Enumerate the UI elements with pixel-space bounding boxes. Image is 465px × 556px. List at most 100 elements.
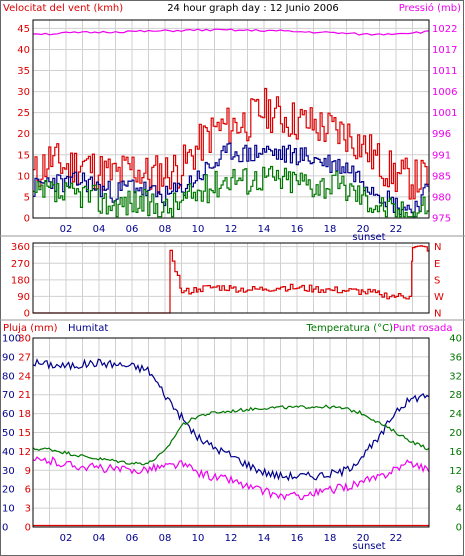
wind-speed-tick-label: 15 <box>17 150 30 161</box>
pressure-tick-labels: 975 980 985 991 996 1001 1006 1011 1017 1022 <box>432 24 457 225</box>
direction-degree-labels: 0 90 180 270 360 <box>11 242 30 319</box>
humidity-tick-label: 90 <box>2 352 15 363</box>
temperature-tick-labels: 0 4 8 12 16 20 24 28 32 36 40 <box>449 334 462 534</box>
pressure-tick-label: 980 <box>432 192 451 203</box>
wind-speed-axis-label: Velocitat del vent (kmh) <box>3 3 123 14</box>
humidity-tick-label: 40 <box>2 447 15 458</box>
temperature-tick-label: 4 <box>456 504 462 515</box>
hour-tick-label: 06 <box>126 533 139 544</box>
humidity-tick-label: 80 <box>2 371 15 382</box>
rain-tick-label: 6 <box>25 485 31 496</box>
hour-tick-label: 08 <box>159 224 172 235</box>
direction-series-line-0 <box>33 245 430 314</box>
hour-tick-label: 04 <box>93 533 106 544</box>
humidity-panel-series-line-2 <box>32 456 430 501</box>
wind-speed-tick-label: 40 <box>17 45 30 56</box>
humidity-tick-label: 0 <box>2 523 8 534</box>
humidity-plot-border <box>32 337 430 528</box>
direction-plot-border <box>32 242 430 314</box>
wind-plot-border <box>32 19 430 219</box>
wind-series-line-2 <box>33 165 430 218</box>
hour-tick-label: 14 <box>258 224 271 235</box>
temperature-tick-label: 32 <box>449 371 462 382</box>
rain-tick-label: 18 <box>18 409 31 420</box>
wind-speed-tick-labels: 0 5 10 15 20 25 30 35 40 45 <box>17 24 30 225</box>
hour-tick-label: 22 <box>390 224 403 235</box>
wind-speed-tick-label: 10 <box>17 171 30 182</box>
temperature-axis-label: Temperatura (°C) <box>305 323 393 334</box>
wind-speed-tick-label: 30 <box>17 87 30 98</box>
hour-tick-label: 16 <box>291 533 304 544</box>
wind-series-line-3 <box>32 28 430 36</box>
hour-tick-label: 06 <box>126 224 139 235</box>
rain-tick-label: 21 <box>18 390 31 401</box>
humidity-panel-series-line-0 <box>32 358 430 482</box>
hour-tick-label: 16 <box>291 224 304 235</box>
hour-tick-label: 22 <box>390 533 403 544</box>
hour-tick-label: 20 <box>357 533 370 544</box>
hour-tick-label: 14 <box>258 533 271 544</box>
humidity-panel-series-line-1 <box>32 404 430 466</box>
dew-point-axis-label: Punt rosada <box>393 323 452 334</box>
compass-label: N <box>434 309 441 320</box>
compass-label: W <box>434 292 444 303</box>
pressure-axis-label: Pressió (mb) <box>399 2 461 14</box>
humidity-temperature-panel: Pluja (mm) Humitat Temperatura (°C) Punt… <box>2 323 462 552</box>
pressure-tick-label: 996 <box>432 129 451 140</box>
wind-panel-grid <box>33 20 429 219</box>
rain-tick-label: 30 <box>18 334 31 345</box>
temperature-tick-label: 24 <box>449 409 462 420</box>
wind-speed-tick-label: 0 <box>24 214 30 225</box>
direction-tick-label: 360 <box>11 242 30 253</box>
hour-tick-label: 10 <box>192 533 205 544</box>
hour-tick-label: 08 <box>159 533 172 544</box>
humidity-axis-label: Humitat <box>68 323 108 334</box>
rain-tick-label: 3 <box>25 504 31 515</box>
direction-tick-label: 270 <box>11 259 30 270</box>
wind-pressure-panel: Velocitat del vent (kmh) 24 hour graph d… <box>0 2 465 243</box>
pressure-tick-label: 1006 <box>432 87 457 98</box>
wind-pressure-series <box>32 28 430 218</box>
wind-speed-tick-label: 35 <box>17 66 30 77</box>
pressure-tick-label: 1022 <box>432 24 457 35</box>
hour-tick-label: 12 <box>225 533 238 544</box>
humidity-temperature-series <box>32 358 430 527</box>
pressure-tick-label: 985 <box>432 171 451 182</box>
hour-tick-label: 18 <box>324 533 337 544</box>
rain-tick-labels: 0 3 6 9 12 15 18 21 24 27 30 <box>18 334 31 534</box>
humidity-tick-label: 10 <box>2 504 15 515</box>
sunset-label-top: sunset <box>352 232 385 243</box>
humidity-panel-hour-labels: 02 04 06 08 10 12 14 16 18 20 22 <box>60 533 403 544</box>
rain-tick-label: 27 <box>18 352 31 363</box>
humidity-tick-labels: 0 10 20 30 40 50 60 70 80 90 100 <box>2 334 21 534</box>
humidity-tick-label: 100 <box>2 334 21 345</box>
direction-tick-label: 0 <box>24 309 30 320</box>
compass-label: E <box>434 259 440 270</box>
hour-tick-label: 18 <box>324 224 337 235</box>
humidity-tick-label: 20 <box>2 485 15 496</box>
pressure-tick-label: 975 <box>432 214 451 225</box>
temperature-tick-label: 36 <box>449 352 462 363</box>
humidity-tick-label: 60 <box>2 409 15 420</box>
hour-tick-label: 20 <box>357 224 370 235</box>
rain-axis-label: Pluja (mm) <box>3 323 58 334</box>
temperature-tick-label: 20 <box>449 428 462 439</box>
wind-speed-tick-label: 5 <box>24 192 30 203</box>
rain-tick-label: 12 <box>18 447 31 458</box>
hour-tick-label: 02 <box>60 533 73 544</box>
rain-tick-label: 24 <box>18 371 31 382</box>
pressure-tick-label: 1011 <box>432 66 457 77</box>
direction-tick-label: 90 <box>17 292 30 303</box>
sunset-label-bottom: sunset <box>352 541 385 552</box>
hour-tick-label: 02 <box>60 224 73 235</box>
wind-panel-hour-labels: 02 04 06 08 10 12 14 16 18 20 22 <box>60 224 403 235</box>
rain-tick-label: 0 <box>25 523 31 534</box>
wind-speed-tick-label: 45 <box>17 24 30 35</box>
pressure-tick-label: 1017 <box>432 45 457 56</box>
chart-title: 24 hour graph day : 12 Junio 2006 <box>167 3 339 14</box>
compass-label: S <box>434 275 440 286</box>
